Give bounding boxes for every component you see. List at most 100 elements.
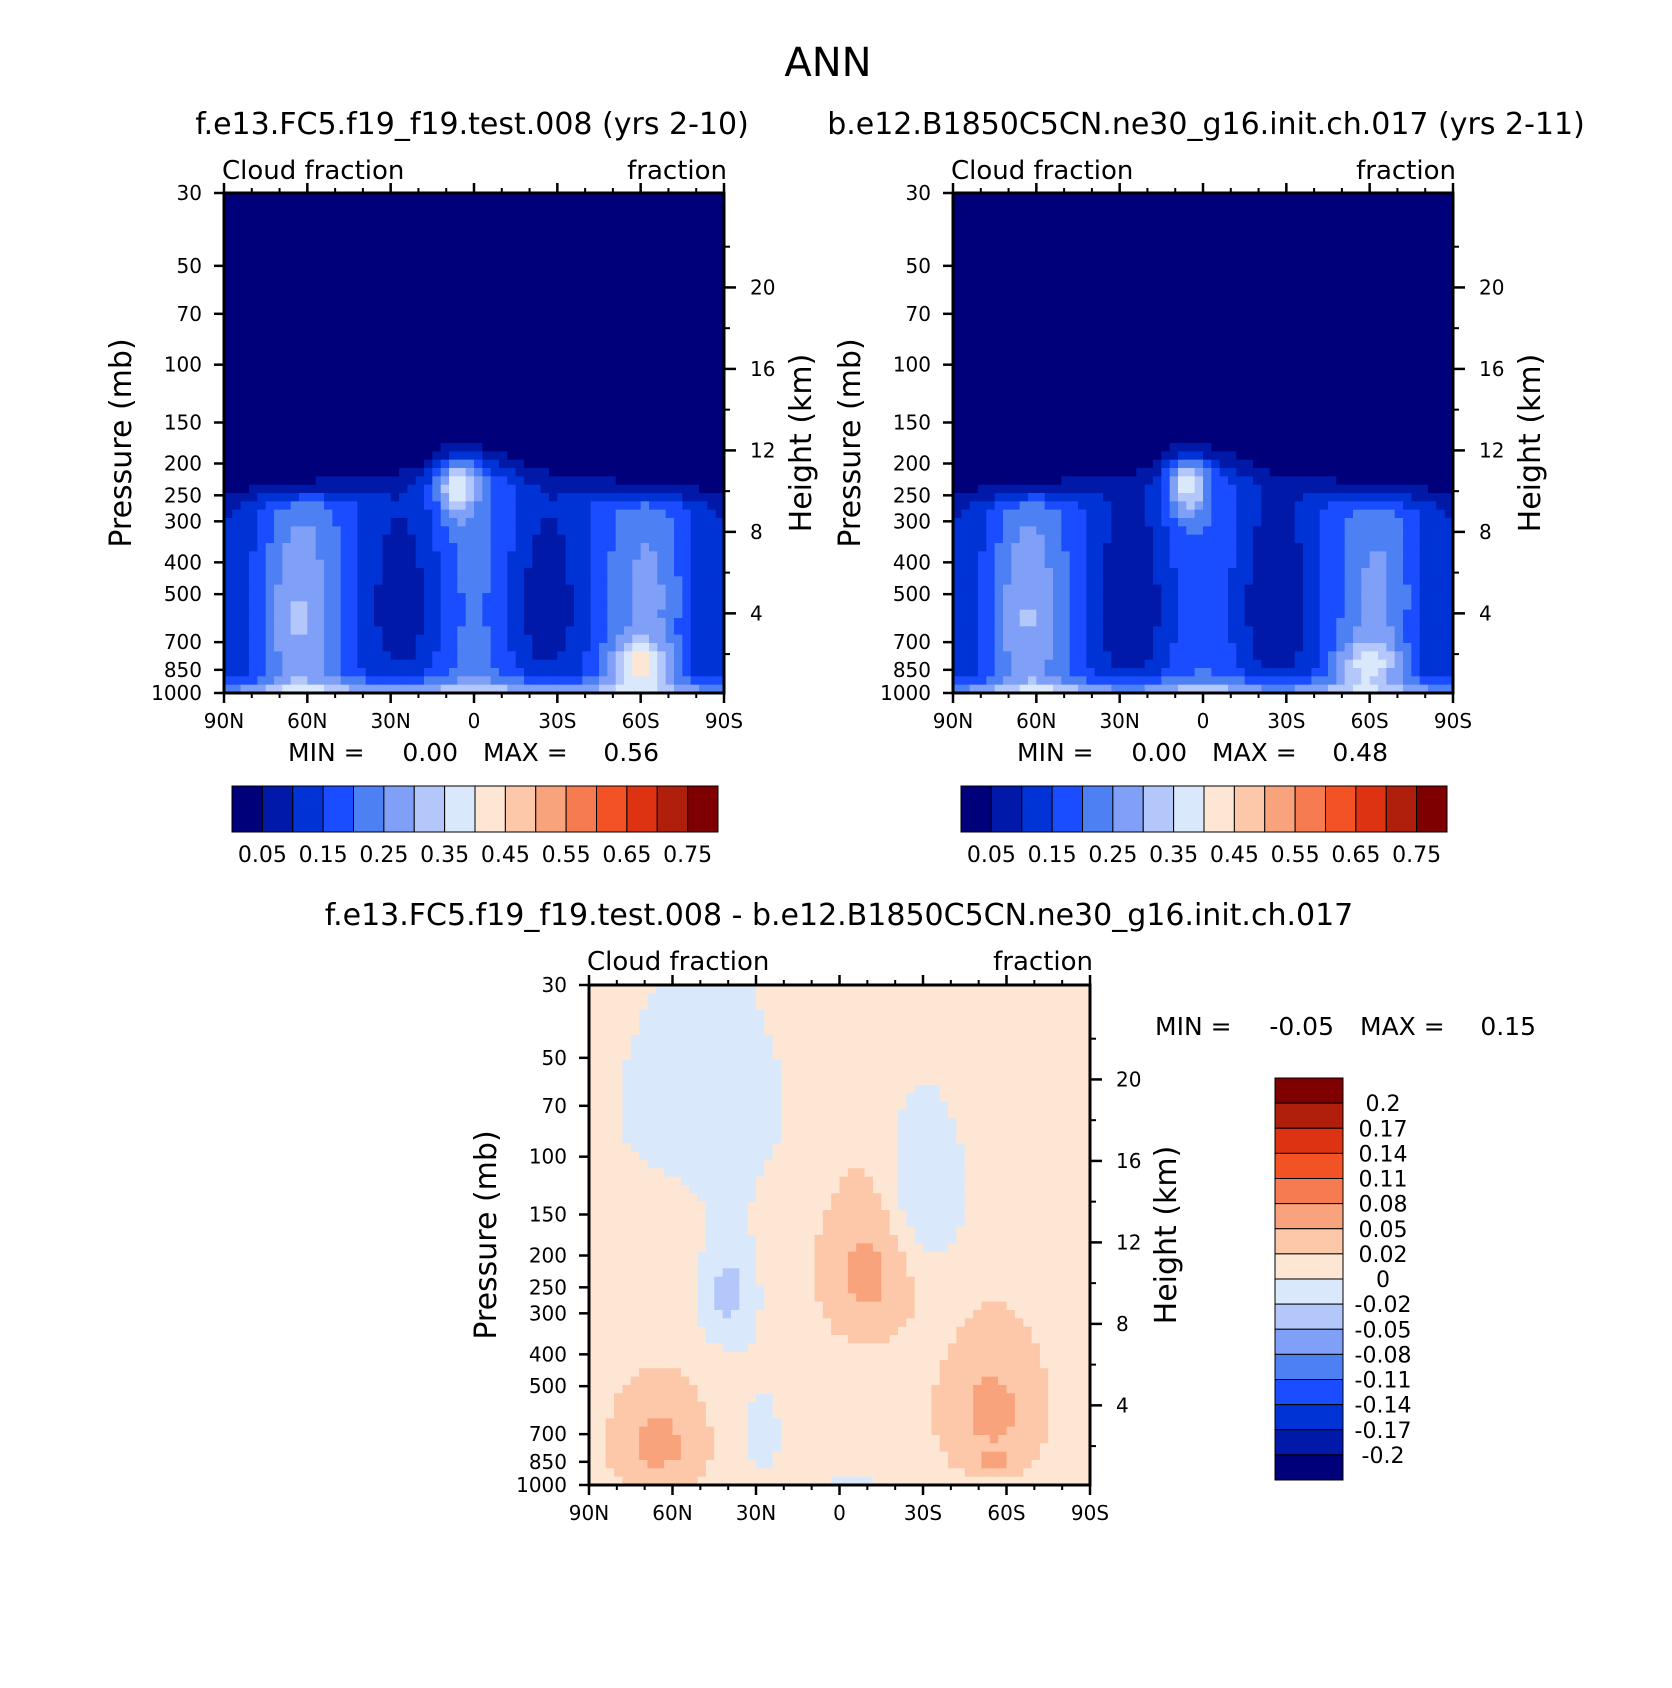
- contour-cell: [299, 684, 308, 693]
- contour-cell: [524, 609, 533, 619]
- contour-cell: [474, 243, 483, 252]
- contour-cell: [1153, 259, 1162, 269]
- contour-cell: [1403, 193, 1412, 202]
- contour-cell: [324, 626, 333, 636]
- contour-cell: [565, 484, 575, 494]
- contour-cell: [649, 326, 658, 336]
- contour-cell: [290, 443, 300, 452]
- contour-cell: [1444, 218, 1453, 227]
- contour-cell: [590, 534, 600, 544]
- contour-cell: [457, 309, 467, 319]
- contour-cell: [465, 459, 475, 469]
- contour-cell: [1069, 226, 1079, 236]
- contour-cell: [265, 351, 275, 361]
- contour-cell: [1228, 284, 1237, 294]
- contour-cell: [574, 243, 583, 252]
- contour-cell: [390, 509, 400, 519]
- contour-cell: [499, 293, 508, 302]
- contour-cell: [465, 659, 475, 669]
- contour-cell: [424, 501, 433, 511]
- contour-cell: [649, 309, 658, 319]
- contour-cell: [265, 434, 275, 444]
- contour-cell: [490, 618, 500, 627]
- contour-cell: [232, 668, 242, 677]
- contour-cell: [953, 334, 962, 344]
- contour-cell: [340, 193, 350, 202]
- contour-cell: [590, 543, 600, 552]
- contour-cell: [1019, 326, 1029, 336]
- contour-cell: [324, 351, 333, 361]
- contour-cell: [232, 451, 242, 461]
- contour-cell: [1036, 201, 1046, 211]
- contour-cell: [515, 218, 525, 227]
- contour-cell: [690, 484, 700, 494]
- contour-cell: [282, 451, 292, 461]
- contour-cell: [1228, 334, 1237, 344]
- contour-cell: [374, 501, 383, 511]
- contour-cell: [224, 651, 233, 661]
- contour-cell: [582, 626, 592, 636]
- contour-cell: [1328, 259, 1337, 269]
- contour-cell: [607, 643, 617, 652]
- contour-cell: [365, 384, 375, 394]
- contour-cell: [978, 301, 987, 311]
- contour-cell: [599, 543, 608, 552]
- contour-cell: [407, 226, 417, 236]
- contour-cell: [1044, 284, 1054, 294]
- contour-cell: [665, 643, 675, 652]
- contour-cell: [399, 493, 408, 502]
- contour-cell: [474, 293, 483, 302]
- contour-cell: [299, 259, 308, 269]
- contour-cell: [715, 534, 724, 544]
- contour-cell: [1161, 343, 1171, 352]
- contour-cell: [690, 376, 700, 386]
- contour-cell: [265, 626, 275, 636]
- contour-cell: [365, 476, 375, 486]
- contour-cell: [1311, 201, 1321, 211]
- contour-cell: [1269, 334, 1279, 344]
- contour-cell: [282, 218, 292, 227]
- contour-cell: [674, 351, 683, 361]
- contour-cell: [365, 293, 375, 302]
- contour-cell: [1128, 218, 1137, 227]
- contour-cell: [674, 434, 683, 444]
- contour-cell: [257, 409, 267, 419]
- contour-cell: [582, 309, 592, 319]
- contour-cell: [707, 526, 717, 536]
- contour-cell: [290, 293, 300, 302]
- contour-cell: [324, 243, 333, 252]
- contour-cell: [240, 534, 250, 544]
- contour-cell: [265, 359, 275, 369]
- contour-cell: [424, 426, 433, 436]
- contour-cell: [365, 568, 375, 577]
- contour-cell: [1311, 284, 1321, 294]
- contour-cell: [282, 393, 292, 402]
- contour-cell: [374, 309, 383, 319]
- contour-cell: [1369, 359, 1379, 369]
- contour-cell: [682, 309, 692, 319]
- contour-cell: [953, 251, 962, 261]
- contour-cell: [707, 576, 717, 586]
- contour-cell: [1269, 351, 1279, 361]
- contour-cell: [232, 201, 242, 211]
- contour-cell: [507, 601, 517, 611]
- contour-cell: [1111, 209, 1121, 219]
- contour-cell: [1169, 259, 1179, 269]
- contour-cell: [969, 193, 979, 202]
- contour-cell: [1303, 234, 1312, 244]
- contour-cell: [640, 384, 650, 394]
- contour-cell: [969, 351, 979, 361]
- contour-cell: [432, 443, 442, 452]
- contour-cell: [332, 493, 342, 502]
- contour-cell: [382, 609, 392, 619]
- contour-cell: [549, 251, 558, 261]
- contour-cell: [507, 493, 517, 502]
- contour-cell: [1086, 243, 1096, 252]
- contour-cell: [482, 493, 492, 502]
- contour-cell: [524, 334, 533, 344]
- contour-cell: [1019, 268, 1029, 277]
- contour-cell: [1286, 359, 1296, 369]
- contour-cell: [690, 468, 700, 477]
- contour-cell: [1036, 209, 1046, 219]
- contour-cell: [565, 618, 575, 627]
